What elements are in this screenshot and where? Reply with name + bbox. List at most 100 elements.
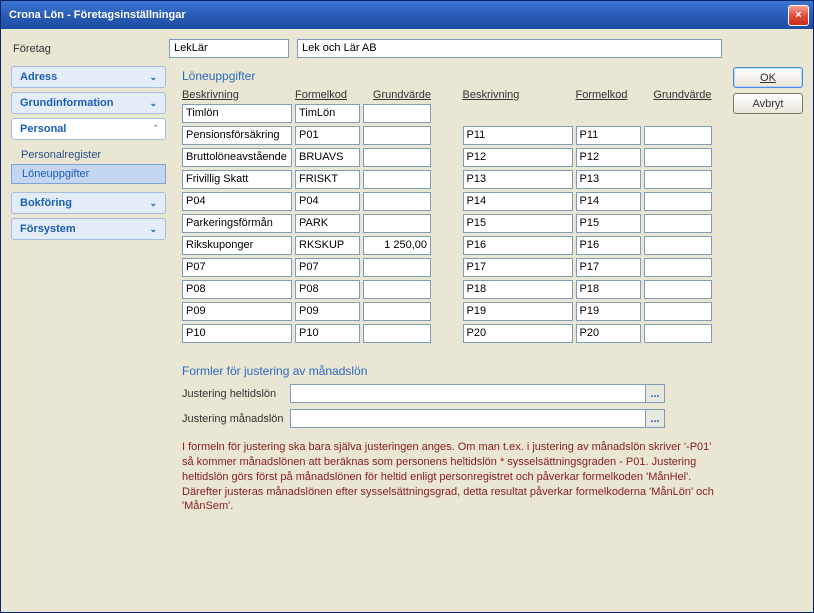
company-name-field[interactable]: Lek och Lär AB [297, 39, 722, 58]
heltid-input[interactable] [290, 384, 646, 403]
cell-beskrivning[interactable]: P07 [182, 258, 292, 277]
cell-formelkod[interactable]: BRUAVS [295, 148, 360, 167]
cell-formelkod[interactable]: PARK [295, 214, 360, 233]
cell-formelkod[interactable]: P08 [295, 280, 360, 299]
cell-beskrivning[interactable]: P14 [463, 192, 573, 211]
cell-beskrivning[interactable]: P10 [182, 324, 292, 343]
cell-beskrivning[interactable]: P16 [463, 236, 573, 255]
grid-header: Beskrivning Formelkod Grundvärde [182, 89, 445, 104]
cell-formelkod[interactable]: P15 [576, 214, 641, 233]
cell-beskrivning[interactable]: Rikskuponger [182, 236, 292, 255]
header-row: Företag LekLär Lek och Lär AB [1, 29, 813, 66]
cell-formelkod[interactable]: P01 [295, 126, 360, 145]
cell-grundvarde[interactable] [644, 324, 712, 343]
chevron-down-icon: ⌄ [149, 98, 157, 109]
cell-grundvarde[interactable]: 1 250,00 [363, 236, 431, 255]
cell-grundvarde[interactable] [644, 126, 712, 145]
cell-formelkod[interactable]: P20 [576, 324, 641, 343]
cell-beskrivning[interactable]: P17 [463, 258, 573, 277]
table-row: Frivillig SkattFRISKT [182, 170, 445, 189]
cell-grundvarde[interactable] [644, 214, 712, 233]
cell-beskrivning[interactable]: Bruttolöneavstående [182, 148, 292, 167]
cell-beskrivning[interactable]: P11 [463, 126, 573, 145]
content: Löneuppgifter Beskrivning Formelkod Grun… [174, 66, 725, 602]
manad-input[interactable] [290, 409, 646, 428]
cell-grundvarde[interactable] [644, 170, 712, 189]
cell-formelkod[interactable]: P11 [576, 126, 641, 145]
table-row: P13P13 [463, 170, 726, 189]
cell-beskrivning[interactable]: P09 [182, 302, 292, 321]
cell-formelkod[interactable]: TimLön [295, 104, 360, 123]
heltid-browse-button[interactable]: ... [646, 384, 665, 403]
cell-beskrivning[interactable]: P13 [463, 170, 573, 189]
nav-label: Försystem [20, 223, 76, 235]
cell-beskrivning[interactable]: Parkeringsförmån [182, 214, 292, 233]
nav-item-personalregister[interactable]: Personalregister [11, 146, 166, 164]
cell-formelkod[interactable]: P07 [295, 258, 360, 277]
cell-formelkod[interactable]: P12 [576, 148, 641, 167]
cancel-button[interactable]: Avbryt [733, 93, 803, 114]
cell-grundvarde[interactable] [363, 214, 431, 233]
table-row: P19P19 [463, 302, 726, 321]
nav-section-personal[interactable]: Personal ˆ [11, 118, 166, 140]
cell-beskrivning[interactable]: P08 [182, 280, 292, 299]
manad-browse-button[interactable]: ... [646, 409, 665, 428]
nav-label: Grundinformation [20, 97, 114, 109]
col-grundvarde: Grundvärde [363, 89, 431, 101]
cell-beskrivning[interactable]: P19 [463, 302, 573, 321]
cell-grundvarde[interactable] [644, 280, 712, 299]
cell-beskrivning[interactable]: P15 [463, 214, 573, 233]
cell-formelkod[interactable]: P19 [576, 302, 641, 321]
table-row: PensionsförsäkringP01 [182, 126, 445, 145]
col-formelkod: Formelkod [295, 89, 360, 101]
cell-grundvarde[interactable] [363, 170, 431, 189]
cell-grundvarde[interactable] [363, 324, 431, 343]
cell-beskrivning[interactable]: Pensionsförsäkring [182, 126, 292, 145]
cell-grundvarde[interactable] [644, 236, 712, 255]
cell-beskrivning[interactable]: P20 [463, 324, 573, 343]
col-formelkod: Formelkod [576, 89, 641, 101]
cell-grundvarde[interactable] [363, 192, 431, 211]
nav-item-loneuppgifter[interactable]: Löneuppgifter [11, 164, 166, 184]
cell-formelkod[interactable]: FRISKT [295, 170, 360, 189]
cell-grundvarde[interactable] [363, 126, 431, 145]
cell-formelkod[interactable]: P13 [576, 170, 641, 189]
cell-grundvarde[interactable] [644, 192, 712, 211]
cell-grundvarde[interactable] [363, 280, 431, 299]
cell-grundvarde[interactable] [644, 302, 712, 321]
chevron-down-icon: ⌄ [149, 72, 157, 83]
cell-formelkod[interactable]: P16 [576, 236, 641, 255]
col-grundvarde: Grundvärde [644, 89, 712, 101]
nav-section-bokforing[interactable]: Bokföring ⌄ [11, 192, 166, 214]
table-row: P17P17 [463, 258, 726, 277]
cell-beskrivning[interactable]: Timlön [182, 104, 292, 123]
cell-formelkod[interactable]: P10 [295, 324, 360, 343]
cell-formelkod[interactable]: P09 [295, 302, 360, 321]
close-button[interactable]: × [788, 5, 809, 26]
ok-button[interactable]: OK [733, 67, 803, 88]
cell-grundvarde[interactable] [363, 258, 431, 277]
cell-grundvarde[interactable] [363, 148, 431, 167]
cell-grundvarde[interactable] [363, 104, 431, 123]
table-row: P16P16 [463, 236, 726, 255]
close-icon: × [795, 9, 801, 21]
cell-formelkod[interactable]: P14 [576, 192, 641, 211]
table-row: RikskupongerRKSKUP1 250,00 [182, 236, 445, 255]
cell-beskrivning[interactable]: P18 [463, 280, 573, 299]
company-code-field[interactable]: LekLär [169, 39, 289, 58]
cell-formelkod[interactable]: P18 [576, 280, 641, 299]
cell-grundvarde[interactable] [644, 148, 712, 167]
cell-beskrivning[interactable]: P04 [182, 192, 292, 211]
nav-section-adress[interactable]: Adress ⌄ [11, 66, 166, 88]
cell-grundvarde[interactable] [363, 302, 431, 321]
cell-beskrivning[interactable]: Frivillig Skatt [182, 170, 292, 189]
cell-formelkod[interactable]: P17 [576, 258, 641, 277]
company-label: Företag [11, 43, 161, 55]
cell-formelkod[interactable]: P04 [295, 192, 360, 211]
nav-section-grundinformation[interactable]: Grundinformation ⌄ [11, 92, 166, 114]
cell-beskrivning[interactable]: P12 [463, 148, 573, 167]
grid-header: Beskrivning Formelkod Grundvärde [463, 89, 726, 104]
cell-grundvarde[interactable] [644, 258, 712, 277]
cell-formelkod[interactable]: RKSKUP [295, 236, 360, 255]
nav-section-forsystem[interactable]: Försystem ⌄ [11, 218, 166, 240]
